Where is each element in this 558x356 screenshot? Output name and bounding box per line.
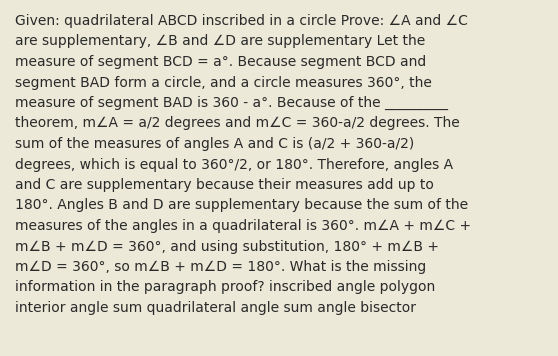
Text: and C are supplementary because their measures add up to: and C are supplementary because their me… (15, 178, 434, 192)
Text: measure of segment BAD is 360 - a°. Because of the _________: measure of segment BAD is 360 - a°. Beca… (15, 96, 448, 110)
Text: interior angle sum quadrilateral angle sum angle bisector: interior angle sum quadrilateral angle s… (15, 301, 416, 315)
Text: degrees, which is equal to 360°/2, or 180°. Therefore, angles A: degrees, which is equal to 360°/2, or 18… (15, 157, 453, 172)
Text: information in the paragraph proof? inscribed angle polygon: information in the paragraph proof? insc… (15, 281, 435, 294)
Text: theorem, m∠A = a/2 degrees and m∠C = 360-a/2 degrees. The: theorem, m∠A = a/2 degrees and m∠C = 360… (15, 116, 460, 131)
Text: m∠B + m∠D = 360°, and using substitution, 180° + m∠B +: m∠B + m∠D = 360°, and using substitution… (15, 240, 439, 253)
Text: measures of the angles in a quadrilateral is 360°. m∠A + m∠C +: measures of the angles in a quadrilatera… (15, 219, 471, 233)
Text: measure of segment BCD = a°. Because segment BCD and: measure of segment BCD = a°. Because seg… (15, 55, 426, 69)
Text: Given: quadrilateral ABCD inscribed in a circle Prove: ∠A and ∠C: Given: quadrilateral ABCD inscribed in a… (15, 14, 468, 28)
Text: m∠D = 360°, so m∠B + m∠D = 180°. What is the missing: m∠D = 360°, so m∠B + m∠D = 180°. What is… (15, 260, 426, 274)
Text: 180°. Angles B and D are supplementary because the sum of the: 180°. Angles B and D are supplementary b… (15, 199, 468, 213)
Text: segment BAD form a circle, and a circle measures 360°, the: segment BAD form a circle, and a circle … (15, 75, 432, 89)
Text: are supplementary, ∠B and ∠D are supplementary Let the: are supplementary, ∠B and ∠D are supplem… (15, 35, 425, 48)
Text: sum of the measures of angles A and C is (a/2 + 360-a/2): sum of the measures of angles A and C is… (15, 137, 414, 151)
